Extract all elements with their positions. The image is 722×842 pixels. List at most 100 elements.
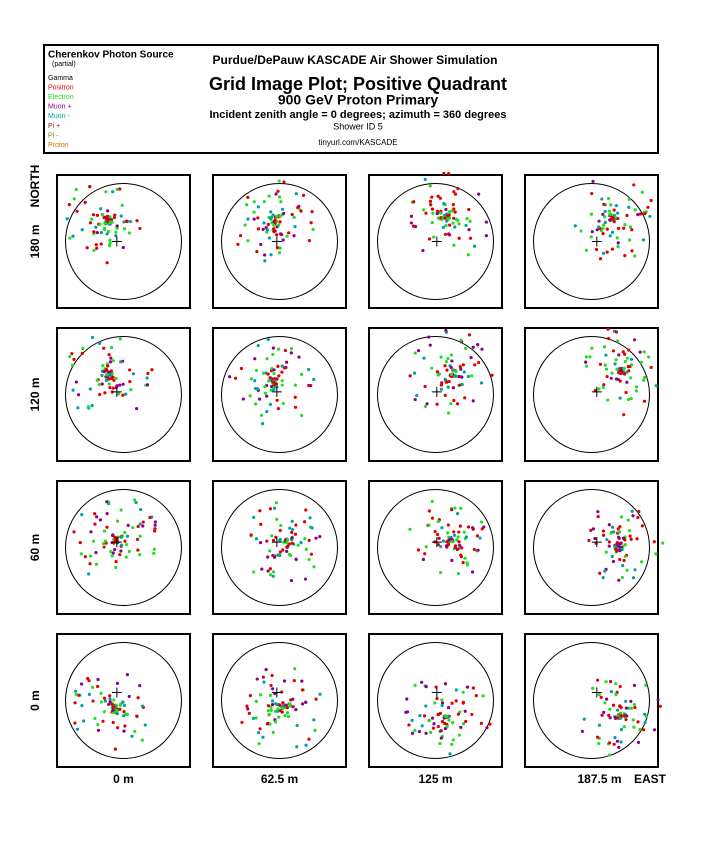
photon-dot xyxy=(88,387,92,391)
photon-dot xyxy=(449,353,453,357)
photon-dot xyxy=(652,728,657,732)
photon-dot xyxy=(271,574,275,578)
photon-dot xyxy=(584,364,589,368)
photon-dot xyxy=(424,545,428,549)
photon-dot xyxy=(464,719,468,724)
photon-dot xyxy=(638,350,642,354)
photon-dot xyxy=(465,217,469,221)
photon-dot xyxy=(445,368,449,372)
photon-dot xyxy=(140,738,144,742)
photon-dot xyxy=(477,360,481,365)
photon-dot xyxy=(286,715,291,719)
photon-dot xyxy=(623,359,627,364)
photon-dot xyxy=(609,203,613,207)
photon-dot xyxy=(454,688,458,692)
photon-dot xyxy=(138,684,142,688)
photon-dot xyxy=(614,358,618,362)
photon-dot xyxy=(279,232,283,236)
photon-dot xyxy=(469,355,473,360)
photon-dot xyxy=(308,516,312,520)
photon-dot xyxy=(598,257,603,261)
photon-dot xyxy=(312,718,316,722)
detector-circle xyxy=(377,489,494,606)
photon-dot xyxy=(616,211,620,215)
photon-dot xyxy=(132,498,137,502)
photon-dot xyxy=(430,366,434,370)
photon-dot xyxy=(75,727,80,731)
photon-dot xyxy=(114,376,118,380)
photon-dot xyxy=(644,714,649,719)
photon-dot xyxy=(299,372,304,376)
photon-dot xyxy=(609,689,613,694)
photon-dot xyxy=(278,553,282,558)
photon-dot xyxy=(446,385,450,389)
photon-dot xyxy=(643,720,647,725)
photon-dot xyxy=(611,349,616,353)
photon-dot xyxy=(612,530,616,534)
photon-dot xyxy=(279,200,283,204)
photon-dot xyxy=(290,541,294,545)
photon-dot xyxy=(110,702,114,706)
photon-dot xyxy=(138,522,142,526)
photon-dot xyxy=(103,539,108,543)
photon-dot xyxy=(431,726,436,730)
photon-dot xyxy=(309,221,313,225)
legend-entry: Positron xyxy=(48,84,74,91)
photon-dot xyxy=(597,723,602,727)
photon-dot xyxy=(252,217,256,221)
photon-dot xyxy=(443,232,448,237)
photon-dot xyxy=(257,742,261,746)
photon-dot xyxy=(78,540,82,545)
photon-dot xyxy=(262,680,266,684)
photon-dot xyxy=(83,555,87,559)
photon-dot xyxy=(427,718,431,723)
photon-dot xyxy=(621,350,625,354)
photon-dot xyxy=(95,378,99,382)
photon-dot xyxy=(467,333,472,337)
photon-dot xyxy=(600,713,604,717)
photon-dot xyxy=(625,568,629,572)
photon-dot xyxy=(291,705,295,709)
photon-dot xyxy=(459,367,463,371)
photon-dot xyxy=(111,359,115,363)
photon-dot xyxy=(636,740,641,744)
photon-dot xyxy=(74,380,78,384)
photon-dot xyxy=(258,541,263,545)
photon-dot xyxy=(608,707,612,711)
photon-dot xyxy=(440,526,444,530)
photon-dot xyxy=(618,704,622,708)
panel xyxy=(56,633,191,768)
photon-dot xyxy=(122,709,126,714)
photon-dot xyxy=(145,376,149,380)
photon-dot xyxy=(118,707,122,711)
photon-dot xyxy=(102,226,107,230)
photon-dot xyxy=(106,218,111,222)
photon-dot xyxy=(614,682,618,686)
photon-dot xyxy=(636,720,640,724)
photon-dot xyxy=(153,529,157,533)
photon-dot xyxy=(304,743,308,747)
photon-dot xyxy=(106,230,111,234)
legend-entry: Muon - xyxy=(48,113,70,120)
photon-dot xyxy=(642,728,646,732)
detector-circle xyxy=(65,183,182,300)
photon-dot xyxy=(80,228,84,232)
photon-dot xyxy=(98,222,102,226)
photon-dot xyxy=(119,543,124,547)
photon-dot xyxy=(443,393,447,397)
photon-dot xyxy=(460,546,464,550)
photon-dot xyxy=(295,745,299,749)
photon-dot xyxy=(264,668,268,672)
photon-dot xyxy=(128,380,132,384)
photon-dot xyxy=(435,532,440,537)
photon-dot xyxy=(639,360,643,364)
photon-dot xyxy=(608,212,612,216)
photon-dot xyxy=(293,225,297,229)
photon-dot xyxy=(282,679,287,683)
photon-dot xyxy=(455,547,459,552)
photon-dot xyxy=(272,388,276,392)
photon-dot xyxy=(614,692,618,697)
photon-dot xyxy=(269,253,273,257)
photon-dot xyxy=(429,730,433,734)
photon-dot xyxy=(636,213,640,217)
